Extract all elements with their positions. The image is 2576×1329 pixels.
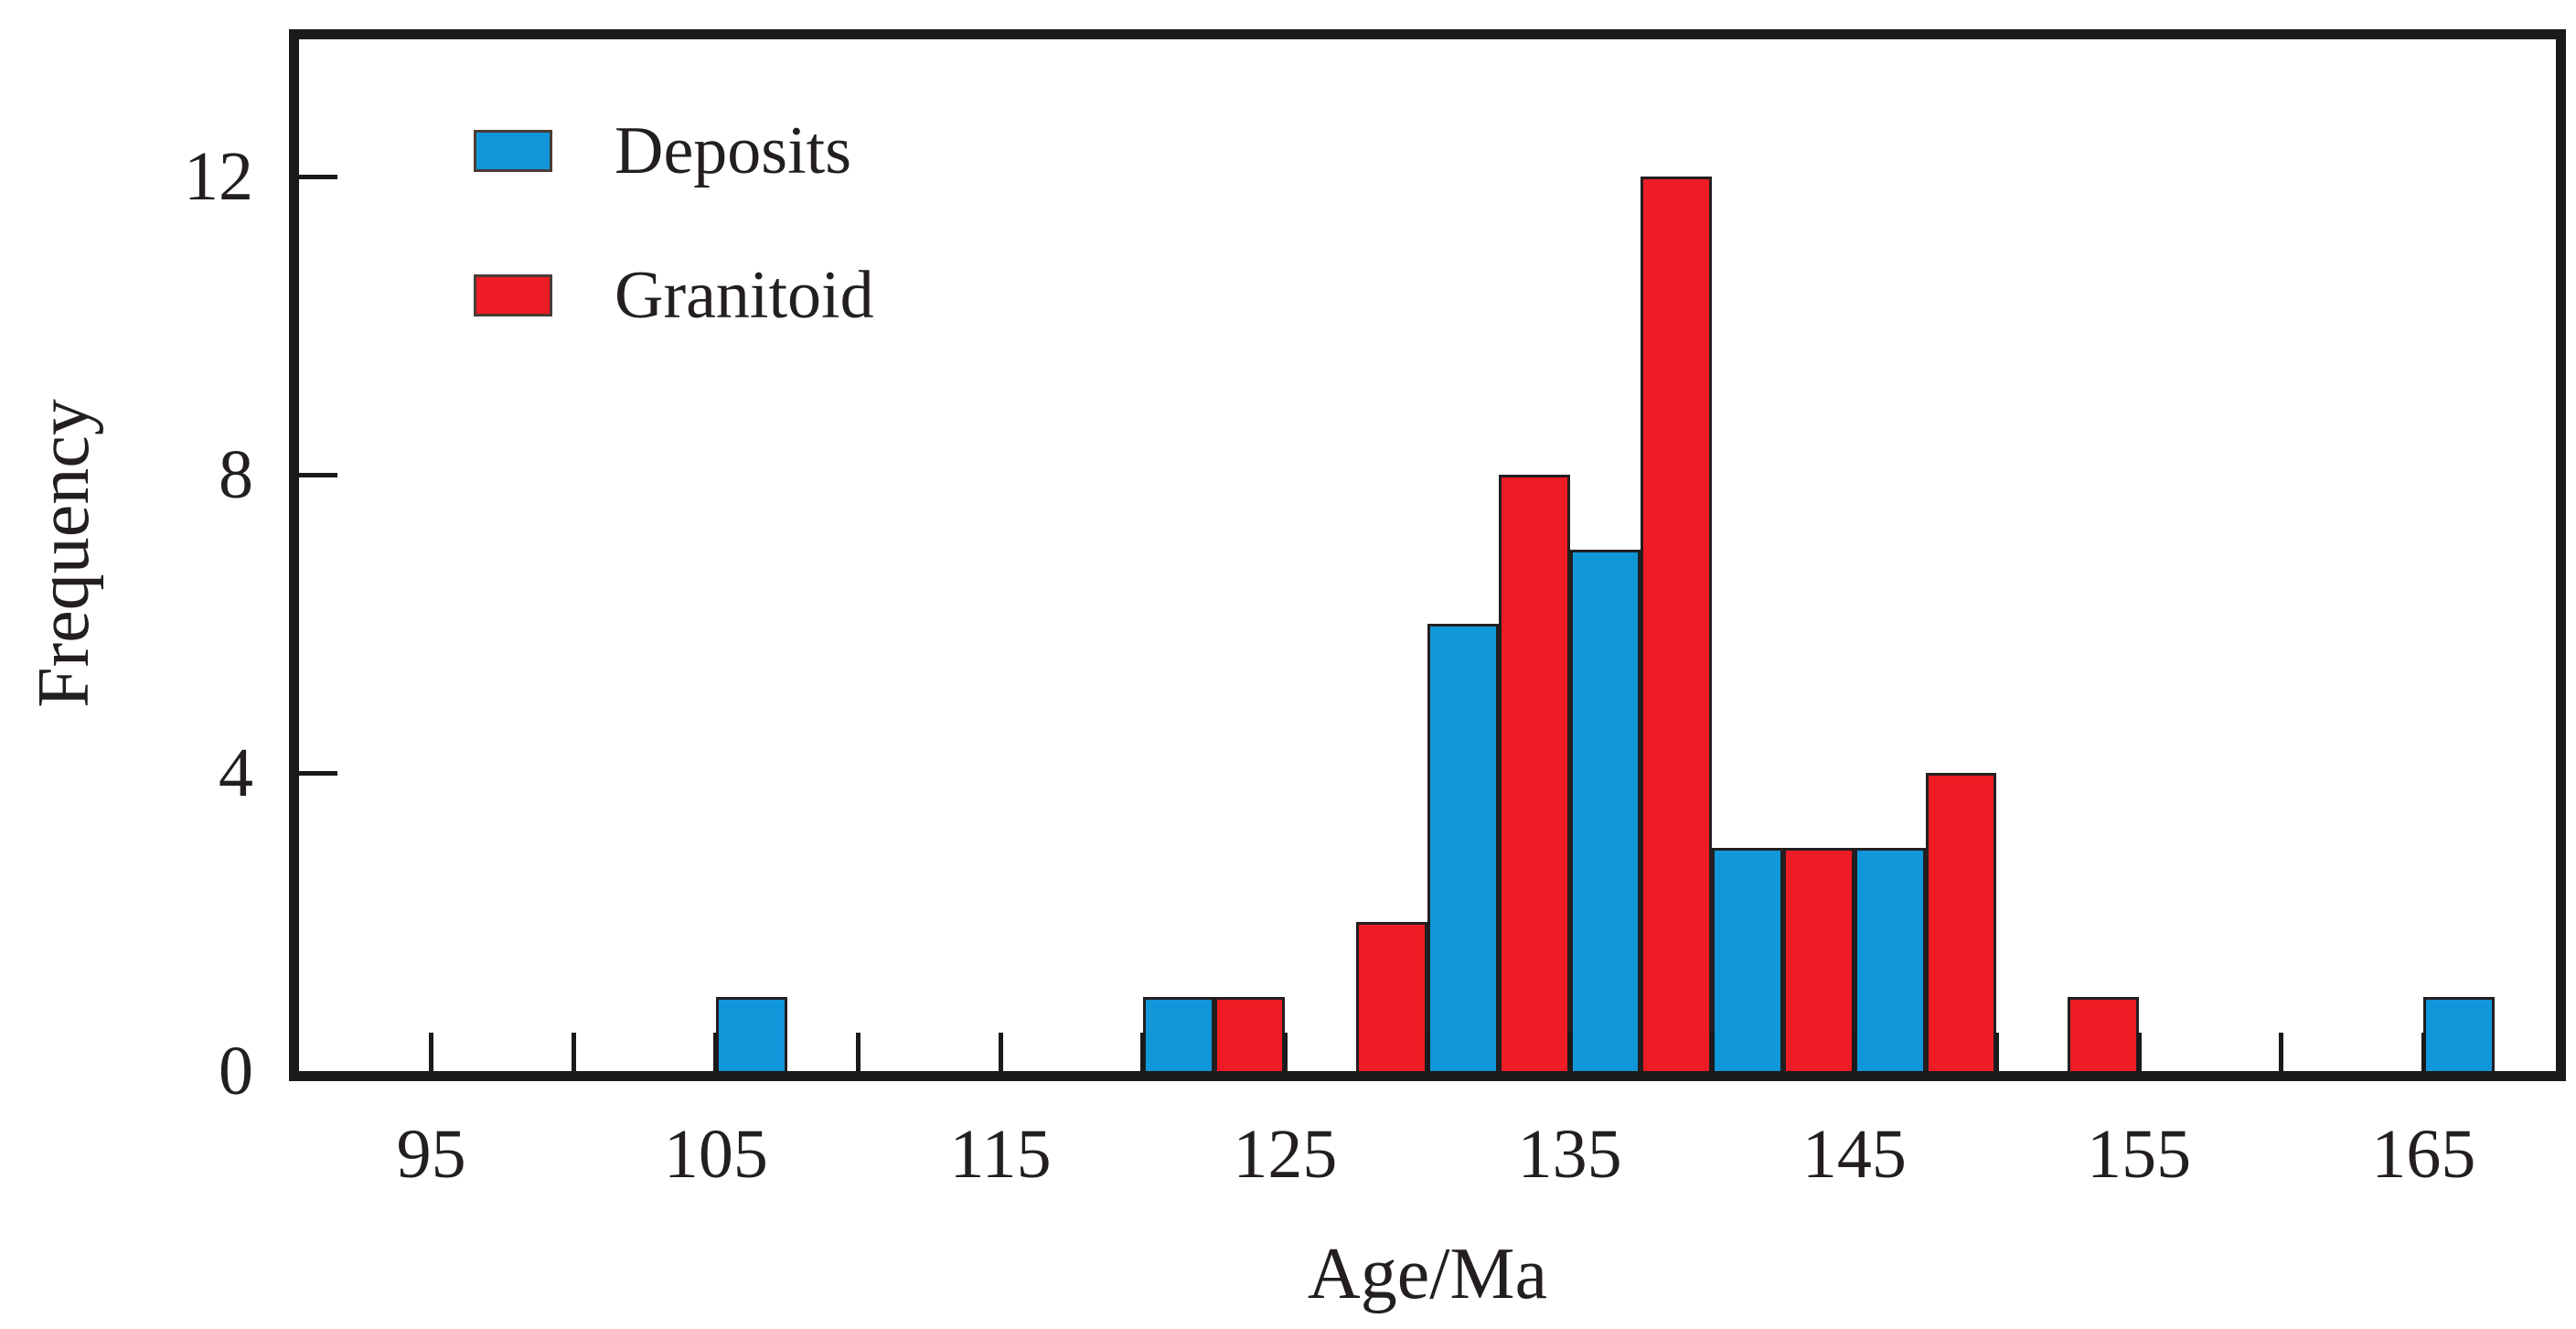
x-tick-140 — [1709, 1033, 1715, 1071]
x-tick-95 — [429, 1033, 434, 1071]
legend-label-granitoid: Granitoid — [615, 258, 874, 333]
bar-deposits-135ma — [1569, 549, 1641, 1071]
x-axis-title: Age/Ma — [1307, 1234, 1548, 1314]
x-tick-label-165: 165 — [2371, 1116, 2476, 1193]
bar-deposits-165ma — [2423, 996, 2496, 1071]
x-tick-100 — [571, 1033, 576, 1071]
bar-deposits-130ma — [1427, 624, 1499, 1071]
x-tick-label-125: 125 — [1233, 1116, 1338, 1193]
x-tick-label-135: 135 — [1517, 1116, 1622, 1193]
bar-granitoid-127.5ma — [1356, 922, 1427, 1071]
x-tick-label-95: 95 — [396, 1116, 466, 1193]
bar-granitoid-147.5ma — [1925, 773, 1997, 1071]
bar-granitoid-132.5ma — [1498, 475, 1570, 1071]
y-tick-label-4: 4 — [219, 734, 253, 811]
legend-label-deposits: Deposits — [615, 113, 851, 188]
x-tick-145 — [1852, 1033, 1857, 1071]
x-tick-165 — [2421, 1033, 2426, 1071]
x-tick-155 — [2136, 1033, 2142, 1071]
y-tick-label-12: 12 — [184, 138, 253, 215]
x-tick-135 — [1567, 1033, 1573, 1071]
x-tick-120 — [1140, 1033, 1146, 1071]
plot-area — [299, 39, 2556, 1071]
x-tick-label-105: 105 — [663, 1116, 768, 1193]
x-tick-130 — [1425, 1033, 1430, 1071]
bar-granitoid-122.5ma — [1213, 996, 1286, 1071]
bar-deposits-145ma — [1854, 847, 1926, 1071]
x-tick-110 — [856, 1033, 860, 1071]
y-tick-4 — [299, 770, 337, 776]
y-tick-12 — [299, 174, 337, 179]
bar-granitoid-137.5ma — [1641, 177, 1713, 1071]
y-tick-label-8: 8 — [219, 436, 253, 513]
y-tick-8 — [299, 472, 337, 477]
legend-swatch-granitoid — [474, 274, 552, 316]
bar-deposits-140ma — [1712, 847, 1784, 1071]
bar-deposits-120ma — [1142, 996, 1214, 1071]
x-tick-label-155: 155 — [2087, 1116, 2192, 1193]
y-tick-label-0: 0 — [219, 1033, 253, 1109]
x-tick-105 — [713, 1033, 719, 1071]
bar-granitoid-152.5ma — [2068, 996, 2140, 1071]
x-tick-150 — [1994, 1033, 1999, 1071]
legend-swatch-deposits — [474, 130, 552, 172]
bar-granitoid-142.5ma — [1783, 847, 1855, 1071]
x-tick-115 — [998, 1033, 1003, 1071]
x-tick-160 — [2279, 1033, 2284, 1071]
x-tick-125 — [1282, 1033, 1288, 1071]
x-tick-label-115: 115 — [949, 1116, 1052, 1193]
bar-deposits-105ma — [715, 996, 787, 1071]
x-tick-label-145: 145 — [1801, 1116, 1907, 1193]
plot-frame — [289, 29, 2566, 1081]
